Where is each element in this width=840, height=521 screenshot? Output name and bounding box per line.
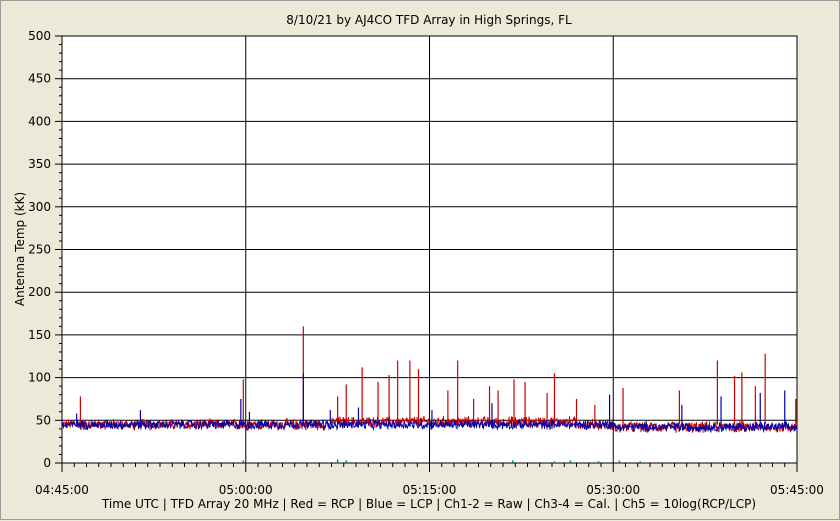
- y-tick-label: 0: [43, 456, 51, 470]
- x-axis-label: Time UTC | TFD Array 20 MHz | Red = RCP …: [101, 497, 756, 511]
- x-tick-label: 05:30:00: [586, 483, 640, 497]
- series-noise-line: [61, 418, 798, 434]
- y-axis-label: Antenna Temp (kK): [13, 192, 27, 306]
- y-tick-label: 400: [28, 114, 51, 128]
- minor-ticks: [55, 35, 798, 472]
- y-tick-label: 500: [28, 29, 51, 43]
- series-layer: [61, 326, 798, 463]
- x-tick-label: 05:15:00: [403, 483, 457, 497]
- y-tick-label: 100: [28, 371, 51, 385]
- chart-title: 8/10/21 by AJ4CO TFD Array in High Sprin…: [286, 13, 572, 27]
- y-tick-label: 300: [28, 200, 51, 214]
- y-tick-labels: 0 50 100 150 200 250 300 350 400 450 500: [28, 29, 51, 470]
- grid: [62, 36, 797, 463]
- series-2: [242, 459, 641, 463]
- x-tick-label: 05:45:00: [770, 483, 824, 497]
- y-tick-label: 200: [28, 285, 51, 299]
- y-tick-label: 450: [28, 72, 51, 86]
- x-tick-labels: 04:45:00 05:00:00 05:15:00 05:30:00 05:45:00: [35, 483, 824, 497]
- y-tick-label: 50: [36, 413, 51, 427]
- x-tick-label: 05:00:00: [219, 483, 273, 497]
- y-tick-label: 250: [28, 243, 51, 257]
- y-tick-label: 150: [28, 328, 51, 342]
- x-tick-label: 04:45:00: [35, 483, 89, 497]
- y-tick-label: 350: [28, 157, 51, 171]
- series-1: [61, 373, 798, 434]
